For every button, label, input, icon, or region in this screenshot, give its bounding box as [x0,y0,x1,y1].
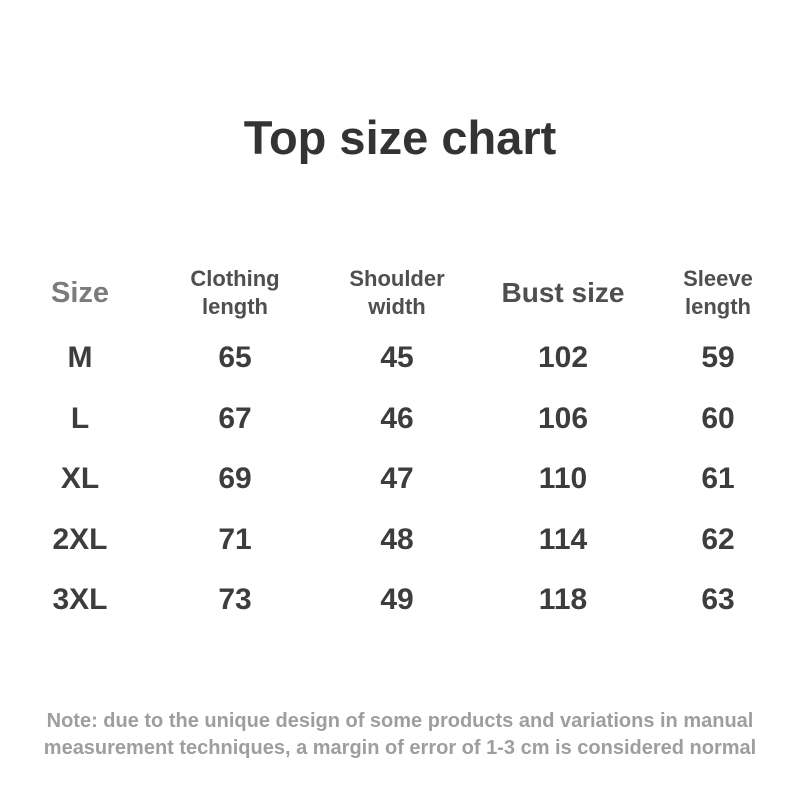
column-header-clothing-length-label: Clothing length [190,266,280,319]
column-header-bust-size: Bust size [501,277,625,309]
cell-clothing-length: 65 [218,341,252,375]
cell-clothing-length: 69 [218,462,252,496]
cell-bust-size: 110 [538,462,588,496]
cell-bust-size: 106 [537,401,589,435]
cell-clothing-length: 67 [218,401,252,435]
cell-bust-size: 114 [538,522,588,556]
column-header-size: Size [50,276,110,309]
column-header-sleeve-length: Sleeve length [662,258,774,328]
cell-sleeve-length: 59 [701,341,735,375]
cell-sleeve-length: 62 [701,522,735,556]
page-title: Top size chart [243,111,557,164]
column-header-sleeve-length-label: Sleeve length [683,266,753,319]
column-header-clothing-length: Clothing length [140,258,330,328]
cell-size: L [70,401,90,435]
cell-shoulder-width: 49 [380,583,414,617]
cell-size: 2XL [52,522,108,556]
cell-clothing-length: 71 [218,522,252,556]
cell-clothing-length: 73 [218,583,252,617]
measurement-note: Note: due to the unique design of some p… [0,708,800,762]
cell-shoulder-width: 48 [380,522,414,556]
cell-size: XL [60,462,100,496]
cell-shoulder-width: 47 [380,462,414,496]
column-header-shoulder-width: Shoulder width [330,258,464,328]
cell-bust-size: 102 [537,341,589,375]
note-line-1: Note: due to the unique design of some p… [46,710,754,732]
column-header-shoulder-width-label: Shoulder width [349,266,445,319]
note-line-2: measurement techniques, a margin of erro… [43,737,757,759]
cell-size: 3XL [52,583,108,617]
size-table: Size Clothing length Shoulder width Bust… [20,258,774,631]
cell-shoulder-width: 46 [380,401,414,435]
cell-size: M [67,341,93,375]
cell-sleeve-length: 60 [701,401,735,435]
cell-bust-size: 118 [538,583,588,617]
cell-sleeve-length: 63 [701,583,735,617]
cell-shoulder-width: 45 [380,341,414,375]
cell-sleeve-length: 61 [701,462,735,496]
